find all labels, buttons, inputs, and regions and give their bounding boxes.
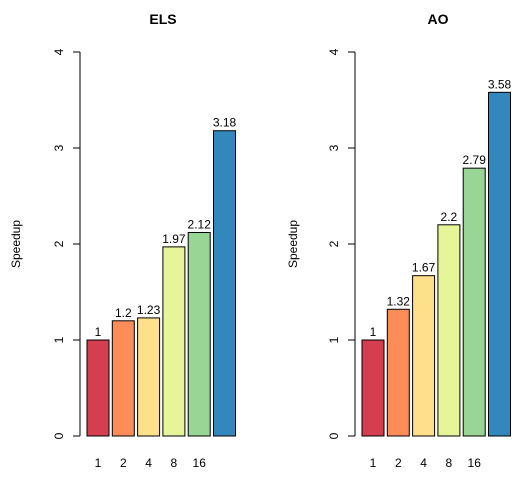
- y-tick-label: 0: [52, 432, 66, 439]
- bar-value-label: 3.58: [488, 77, 512, 91]
- bar: [437, 224, 461, 437]
- bar-value-label: 1.23: [137, 303, 161, 317]
- x-tick-label: 16: [193, 456, 207, 470]
- bar-value-label: 1: [95, 325, 102, 339]
- x-tick-label: 2: [120, 456, 127, 470]
- bar-value-label: 3.18: [213, 116, 237, 130]
- y-axis-label: Speedup: [286, 220, 300, 268]
- x-tick-label: 8: [171, 456, 178, 470]
- bar: [162, 246, 186, 437]
- y-tick-label: 2: [52, 240, 66, 247]
- x-tick-label: 2: [395, 456, 402, 470]
- bar: [213, 130, 236, 437]
- bar-value-label: 1.97: [162, 232, 186, 246]
- y-axis-label: Speedup: [9, 220, 23, 268]
- chart-title: AO: [428, 11, 449, 27]
- bar: [137, 317, 161, 437]
- bar: [386, 308, 410, 437]
- bar-value-label: 1.32: [387, 294, 411, 308]
- bar-value-label: 1.67: [412, 261, 436, 275]
- bar: [412, 275, 436, 437]
- y-tick-label: 2: [327, 240, 341, 247]
- x-tick-label: 4: [420, 456, 427, 470]
- bar: [111, 320, 135, 437]
- x-tick-label: 16: [468, 456, 482, 470]
- bar: [462, 167, 486, 437]
- y-tick-label: 1: [327, 336, 341, 343]
- y-tick-label: 1: [52, 336, 66, 343]
- bar: [361, 339, 385, 437]
- bar: [86, 339, 110, 437]
- bar-value-label: 2.79: [463, 153, 487, 167]
- y-tick-label: 0: [327, 432, 341, 439]
- x-tick-label: 4: [145, 456, 152, 470]
- bar-value-label: 1: [370, 325, 377, 339]
- x-tick-label: 1: [95, 456, 102, 470]
- x-tick-label: 1: [370, 456, 377, 470]
- y-tick-label: 4: [52, 48, 66, 55]
- chart-title: ELS: [149, 11, 176, 27]
- y-tick-label: 3: [327, 144, 341, 151]
- y-tick-label: 4: [327, 48, 341, 55]
- x-tick-label: 8: [446, 456, 453, 470]
- bar-value-label: 2.12: [188, 217, 212, 231]
- bar: [488, 91, 511, 437]
- bar-value-label: 1.2: [115, 306, 132, 320]
- bar: [187, 231, 211, 437]
- bar-value-label: 2.2: [441, 210, 458, 224]
- y-tick-label: 3: [52, 144, 66, 151]
